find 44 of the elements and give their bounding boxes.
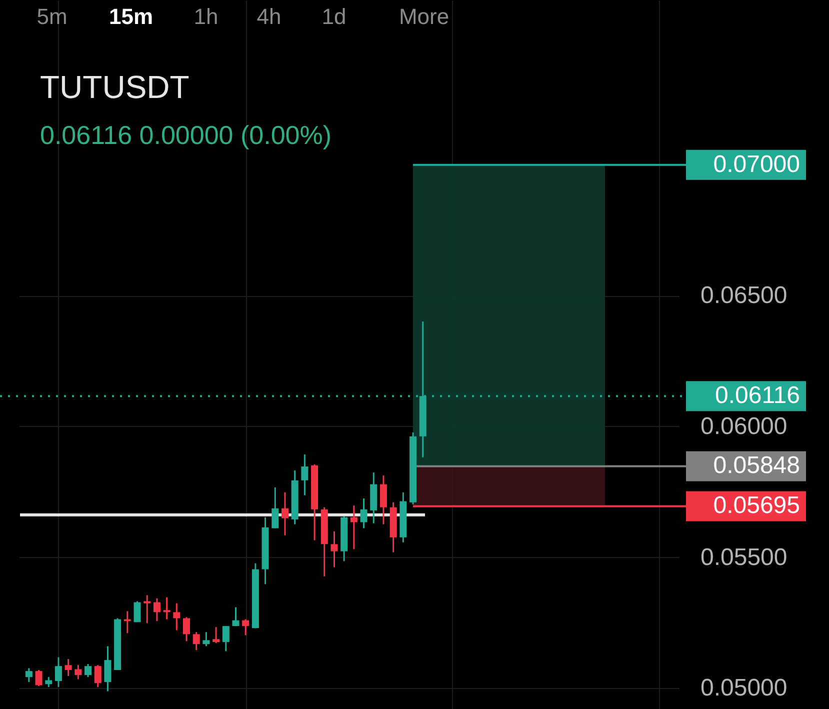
candlestick <box>212 626 220 644</box>
candlestick <box>64 658 72 677</box>
annotation: 15m <box>108 4 154 29</box>
candlestick <box>192 631 200 651</box>
candlestick <box>350 504 358 550</box>
candlestick <box>94 664 102 688</box>
y-tick-label: 0.06000 <box>700 412 788 440</box>
candlestick <box>380 474 387 526</box>
annotation: 4h <box>256 4 282 29</box>
annotation: 5m <box>36 4 68 29</box>
y-tick-label: 0.05000 <box>700 674 788 702</box>
ref-line-label: 0.07000 <box>713 150 800 178</box>
candlestick <box>35 669 42 687</box>
candlestick <box>301 454 308 496</box>
candlestick <box>183 616 190 642</box>
candlestick <box>272 486 279 529</box>
candlestick <box>45 676 52 688</box>
y-tick-label: 0.05500 <box>700 544 788 571</box>
candlestick <box>25 667 32 683</box>
candlestick <box>134 600 141 623</box>
text: 0.06116 0.00000 (0.00%) <box>40 120 332 150</box>
annotation: More <box>398 4 450 29</box>
ref-line-label: 0.05695 <box>713 492 800 520</box>
candlestick <box>173 602 180 631</box>
candlestick <box>360 498 368 529</box>
ref-line-label: 0.06116 <box>715 382 800 410</box>
text: TUTUSDT <box>40 69 190 105</box>
candlestick <box>84 663 92 678</box>
candlestick <box>330 530 338 568</box>
candlestick <box>54 656 62 688</box>
candlestick <box>153 598 160 622</box>
candlestick <box>242 618 250 636</box>
candlestick <box>163 596 170 620</box>
candlestick <box>232 606 240 627</box>
y-tick-label: 0.06500 <box>700 282 788 310</box>
candlestick <box>222 625 230 652</box>
candlestick <box>104 645 112 692</box>
candlestick <box>202 631 210 647</box>
candlestick <box>144 594 151 624</box>
candlestick <box>281 492 288 536</box>
annotation: 1d <box>322 4 346 29</box>
ref-line-label: 0.05848 <box>713 452 800 480</box>
annotation: 1h <box>194 4 218 29</box>
candlestick <box>74 664 82 680</box>
